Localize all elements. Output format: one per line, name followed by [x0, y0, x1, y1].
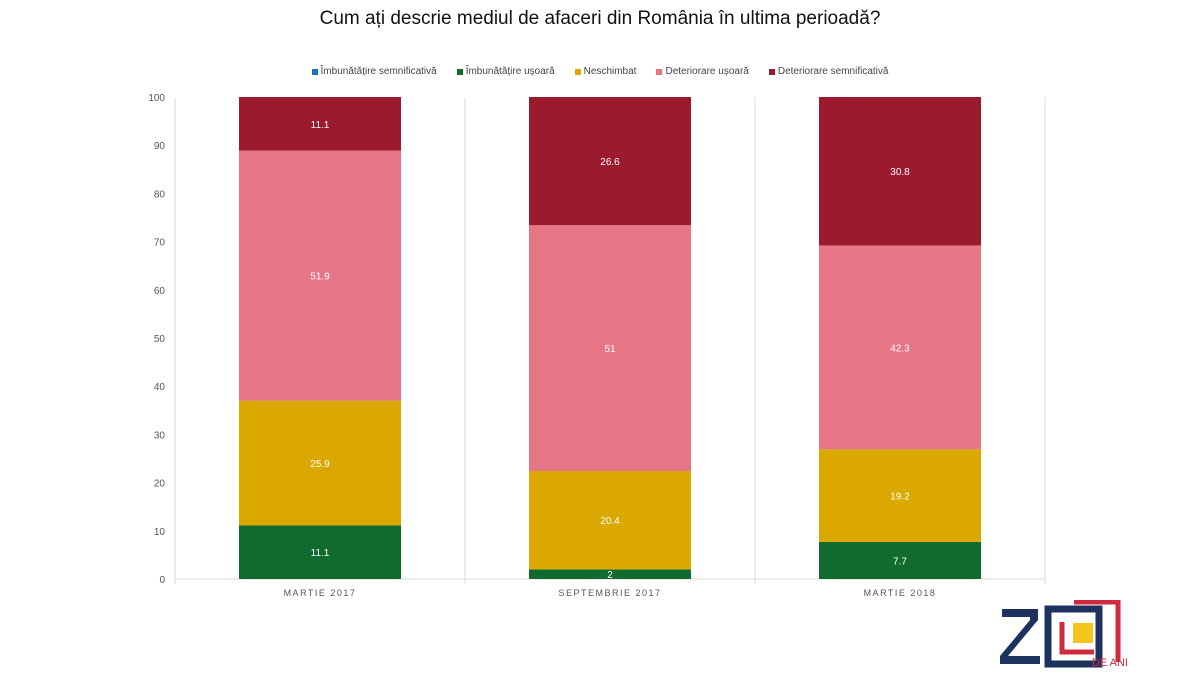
- bar-segment: [239, 400, 401, 526]
- bar-segment: [529, 97, 691, 226]
- data-label: 42.3: [890, 343, 910, 354]
- data-label: 7.7: [893, 556, 907, 567]
- legend-label: Deteriorare semnificativă: [777, 66, 889, 77]
- x-tick-label: MARTIE 2018: [864, 588, 937, 598]
- legend-item: Deteriorare ușoară: [656, 66, 749, 77]
- y-tick-label: 0: [159, 575, 165, 586]
- chart-title: Cum ați descrie mediul de afaceri din Ro…: [319, 8, 881, 29]
- y-tick-label: 100: [148, 93, 165, 104]
- data-label: 2: [607, 570, 613, 581]
- y-tick-label: 40: [154, 382, 166, 393]
- x-tick-label: SEPTEMBRIE 2017: [558, 588, 661, 598]
- data-label: 11.1: [311, 120, 330, 131]
- bar-segment: [529, 471, 691, 570]
- legend: Îmbunătățire semnificativă Îmbunătățire u…: [0, 66, 1200, 77]
- bar-segment: [239, 97, 401, 151]
- y-tick-label: 70: [154, 238, 166, 249]
- legend-label: Îmbunătățire semnificativă: [320, 66, 437, 77]
- data-label: 30.8: [890, 167, 910, 178]
- bar-segment: [239, 150, 401, 401]
- logo: DE ANI: [1000, 600, 1128, 669]
- data-label: 25.9: [310, 459, 330, 470]
- x-tick-label: MARTIE 2017: [284, 588, 357, 598]
- legend-item: Îmbunătățire ușoară: [456, 66, 555, 77]
- legend-item: Îmbunătățire semnificativă: [311, 66, 437, 77]
- bar-segment: [819, 541, 981, 579]
- data-label: 26.6: [600, 157, 620, 168]
- data-label: 51: [604, 344, 616, 355]
- data-label: 51.9: [310, 272, 330, 283]
- legend-item: Deteriorare semnificativă: [768, 66, 889, 77]
- bar-segment: [239, 525, 401, 579]
- legend-item: Neschimbat: [574, 66, 637, 77]
- bar-segment: [819, 245, 981, 450]
- bar-segment: [529, 569, 691, 579]
- data-label: 19.2: [890, 492, 910, 503]
- y-tick-label: 80: [154, 189, 166, 200]
- legend-label: Îmbunătățire ușoară: [465, 66, 555, 77]
- y-tick-label: 50: [154, 334, 166, 345]
- legend-swatch: [768, 68, 775, 75]
- bar-segment: [819, 97, 981, 246]
- legend-label: Deteriorare ușoară: [665, 66, 749, 77]
- y-tick-label: 60: [154, 286, 166, 297]
- y-tick-label: 10: [154, 527, 166, 538]
- legend-swatch: [574, 68, 581, 75]
- data-label: 20.4: [600, 516, 620, 527]
- legend-swatch: [311, 68, 318, 75]
- legend-swatch: [656, 68, 663, 75]
- legend-swatch: [456, 68, 463, 75]
- bar-segment: [529, 225, 691, 472]
- y-tick-label: 20: [154, 479, 166, 490]
- y-tick-label: 30: [154, 430, 166, 441]
- legend-label: Neschimbat: [583, 66, 637, 77]
- y-tick-label: 90: [154, 141, 166, 152]
- data-label: 11.1: [311, 548, 330, 559]
- bar-segment: [819, 449, 981, 542]
- logo-subtext: DE ANI: [1092, 657, 1128, 669]
